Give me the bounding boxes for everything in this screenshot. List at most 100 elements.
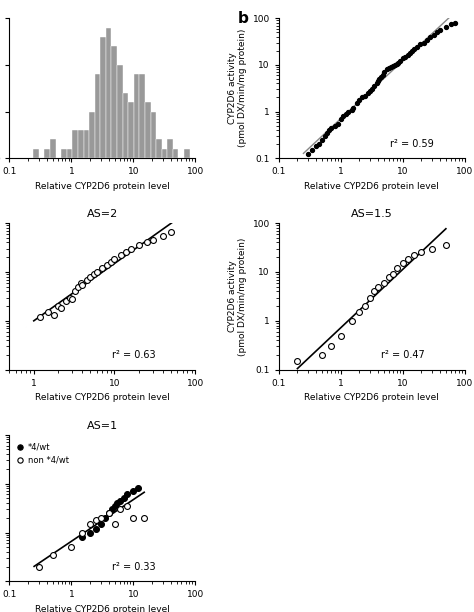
Point: [377, 72, 385, 82]
Point: [143, 237, 150, 247]
Point: [69, 294, 76, 304]
Point: [358, 92, 366, 102]
Point: [410, 250, 417, 260]
Text: b: b: [238, 12, 249, 26]
Bar: [167, 140, 173, 158]
Point: [408, 46, 415, 56]
Point: [433, 28, 441, 37]
Text: r² = 0.59: r² = 0.59: [390, 139, 434, 149]
*4/wt: [86, 528, 94, 537]
Point: [406, 48, 413, 58]
non *4/wt: [129, 513, 137, 523]
non *4/wt: [86, 519, 94, 529]
Point: [66, 293, 73, 302]
Point: [404, 51, 411, 61]
Point: [77, 278, 84, 288]
Point: [323, 128, 331, 138]
Point: [353, 99, 360, 108]
Point: [380, 278, 388, 288]
Bar: [145, 102, 151, 158]
Point: [442, 22, 450, 32]
Point: [356, 95, 363, 105]
non *4/wt: [116, 504, 123, 514]
*4/wt: [101, 513, 109, 523]
*4/wt: [120, 493, 128, 503]
non *4/wt: [124, 501, 131, 511]
Point: [394, 58, 402, 68]
Point: [430, 29, 438, 39]
Point: [62, 296, 70, 306]
Point: [337, 114, 345, 124]
Point: [98, 263, 106, 273]
Point: [428, 244, 436, 253]
Bar: [173, 149, 178, 158]
Bar: [95, 74, 100, 158]
Point: [396, 56, 403, 66]
Bar: [73, 130, 78, 158]
Bar: [61, 149, 67, 158]
*4/wt: [116, 496, 123, 506]
Bar: [33, 149, 39, 158]
Point: [383, 64, 390, 74]
Point: [387, 62, 395, 72]
Bar: [50, 140, 55, 158]
*4/wt: [97, 519, 105, 529]
Point: [374, 76, 382, 86]
Point: [418, 248, 425, 258]
Text: r² = 0.63: r² = 0.63: [112, 350, 155, 360]
Point: [371, 286, 378, 296]
Point: [44, 307, 52, 317]
Point: [103, 260, 110, 270]
non *4/wt: [68, 542, 75, 552]
Bar: [111, 47, 117, 158]
non *4/wt: [97, 513, 105, 523]
Point: [159, 231, 167, 241]
Bar: [156, 140, 162, 158]
Point: [58, 304, 65, 313]
Point: [371, 81, 378, 91]
Bar: [151, 111, 156, 158]
Point: [348, 316, 356, 326]
non *4/wt: [35, 562, 43, 572]
Point: [328, 341, 335, 351]
Point: [93, 267, 100, 277]
non *4/wt: [49, 550, 56, 560]
*4/wt: [108, 504, 116, 514]
Text: r² = 0.33: r² = 0.33: [112, 562, 155, 572]
X-axis label: Relative CYP2D6 protein level: Relative CYP2D6 protein level: [304, 182, 439, 191]
Point: [374, 282, 382, 291]
Point: [385, 272, 392, 282]
Point: [436, 26, 444, 35]
Bar: [134, 74, 139, 158]
Point: [362, 301, 369, 311]
Point: [401, 52, 409, 62]
Point: [90, 269, 97, 279]
Point: [309, 145, 316, 155]
Point: [111, 255, 118, 264]
non *4/wt: [92, 515, 100, 525]
*4/wt: [79, 532, 86, 542]
Point: [393, 59, 401, 69]
Point: [389, 269, 397, 279]
Point: [36, 312, 44, 322]
Point: [365, 88, 372, 98]
Point: [368, 84, 376, 94]
Point: [304, 149, 312, 159]
Point: [356, 307, 363, 317]
Point: [79, 280, 86, 289]
Point: [325, 125, 333, 135]
Point: [135, 241, 143, 250]
Point: [55, 301, 62, 311]
Y-axis label: CYP2D6 activity
(pmol DX/min/mg protein): CYP2D6 activity (pmol DX/min/mg protein): [228, 237, 247, 356]
Point: [447, 20, 455, 29]
Point: [328, 123, 335, 133]
Point: [51, 310, 58, 320]
Point: [389, 61, 397, 71]
X-axis label: Relative CYP2D6 protein level: Relative CYP2D6 protein level: [35, 605, 170, 612]
Point: [451, 18, 459, 28]
Point: [362, 91, 369, 100]
*4/wt: [92, 524, 100, 534]
Point: [373, 78, 381, 88]
non *4/wt: [105, 508, 112, 518]
Bar: [83, 130, 89, 158]
